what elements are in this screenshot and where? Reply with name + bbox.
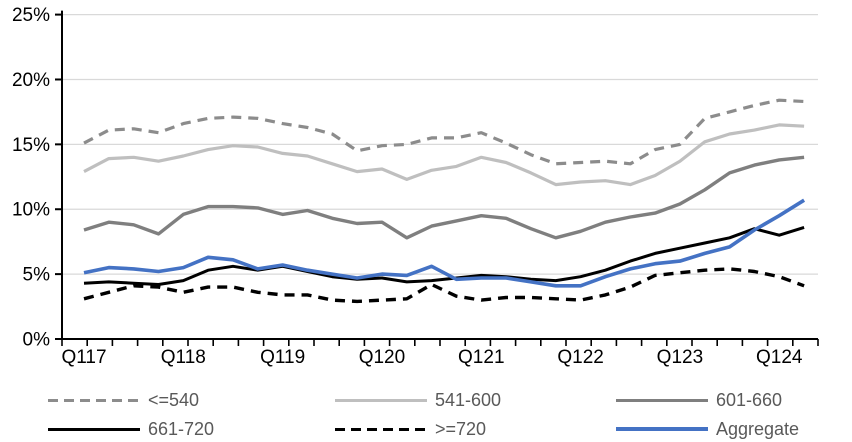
legend-line-aggregate-icon [616, 427, 708, 431]
series-line-Aggregate [83, 198, 806, 288]
legend-label-le540: <=540 [148, 390, 200, 410]
legend-item-601-660: 601-660 [616, 389, 782, 411]
x-axis-label-Q122: Q122 [557, 347, 603, 368]
x-axis-label-Q117: Q117 [61, 347, 106, 368]
x-axis-label-Q121: Q121 [458, 347, 504, 368]
y-axis-label-10%: 10% [12, 200, 50, 221]
legend-line-661-720-icon [48, 427, 140, 431]
series-line-541600 [83, 123, 805, 187]
y-axis-label-20%: 20% [12, 70, 50, 91]
x-axis-label-Q119: Q119 [260, 347, 305, 368]
legend-item-aggregate: Aggregate [616, 418, 799, 440]
legend-label-ge720: >=720 [435, 419, 487, 439]
legend-label-aggregate: Aggregate [716, 419, 800, 439]
series-lines [83, 98, 806, 304]
series-line-720 [83, 267, 805, 304]
series-line-601660 [83, 155, 805, 240]
x-axis-label-Q120: Q120 [359, 347, 405, 368]
x-axis-label-Q123: Q123 [657, 347, 703, 368]
series-line-661720 [83, 225, 805, 286]
axes [55, 10, 819, 346]
legend-label-541-600: 541-600 [435, 390, 502, 410]
legend-line-601-660-icon [616, 398, 708, 402]
y-axis-label-15%: 15% [12, 135, 50, 156]
legend-line-le540-icon [48, 398, 140, 402]
gridlines [62, 13, 818, 275]
legend-item-661-720: 661-720 [48, 418, 214, 440]
series-line-540 [83, 98, 805, 166]
legend-line-541-600-icon [335, 398, 427, 402]
legend-line-ge720-icon [335, 427, 427, 431]
legend-item-ge720: >=720 [335, 418, 486, 440]
legend-item-541-600: 541-600 [335, 389, 501, 411]
y-axis-label-0%: 0% [23, 330, 51, 351]
legend-label-601-660: 601-660 [716, 390, 783, 410]
x-axis-label-Q124: Q124 [756, 347, 803, 368]
legend-label-661-720: 661-720 [148, 419, 215, 439]
y-axis-label-5%: 5% [23, 265, 51, 286]
x-axis-label-Q118: Q118 [161, 347, 206, 368]
x-axis-labels: Q117 Q118 Q119 Q120 Q121 Q122 Q123 Q124 [61, 347, 802, 368]
y-axis-label-25%: 25% [12, 5, 50, 26]
y-axis-labels: 0% 5% 10% 15% 20% 25% [12, 5, 50, 350]
legend-item-le540: <=540 [48, 389, 199, 411]
